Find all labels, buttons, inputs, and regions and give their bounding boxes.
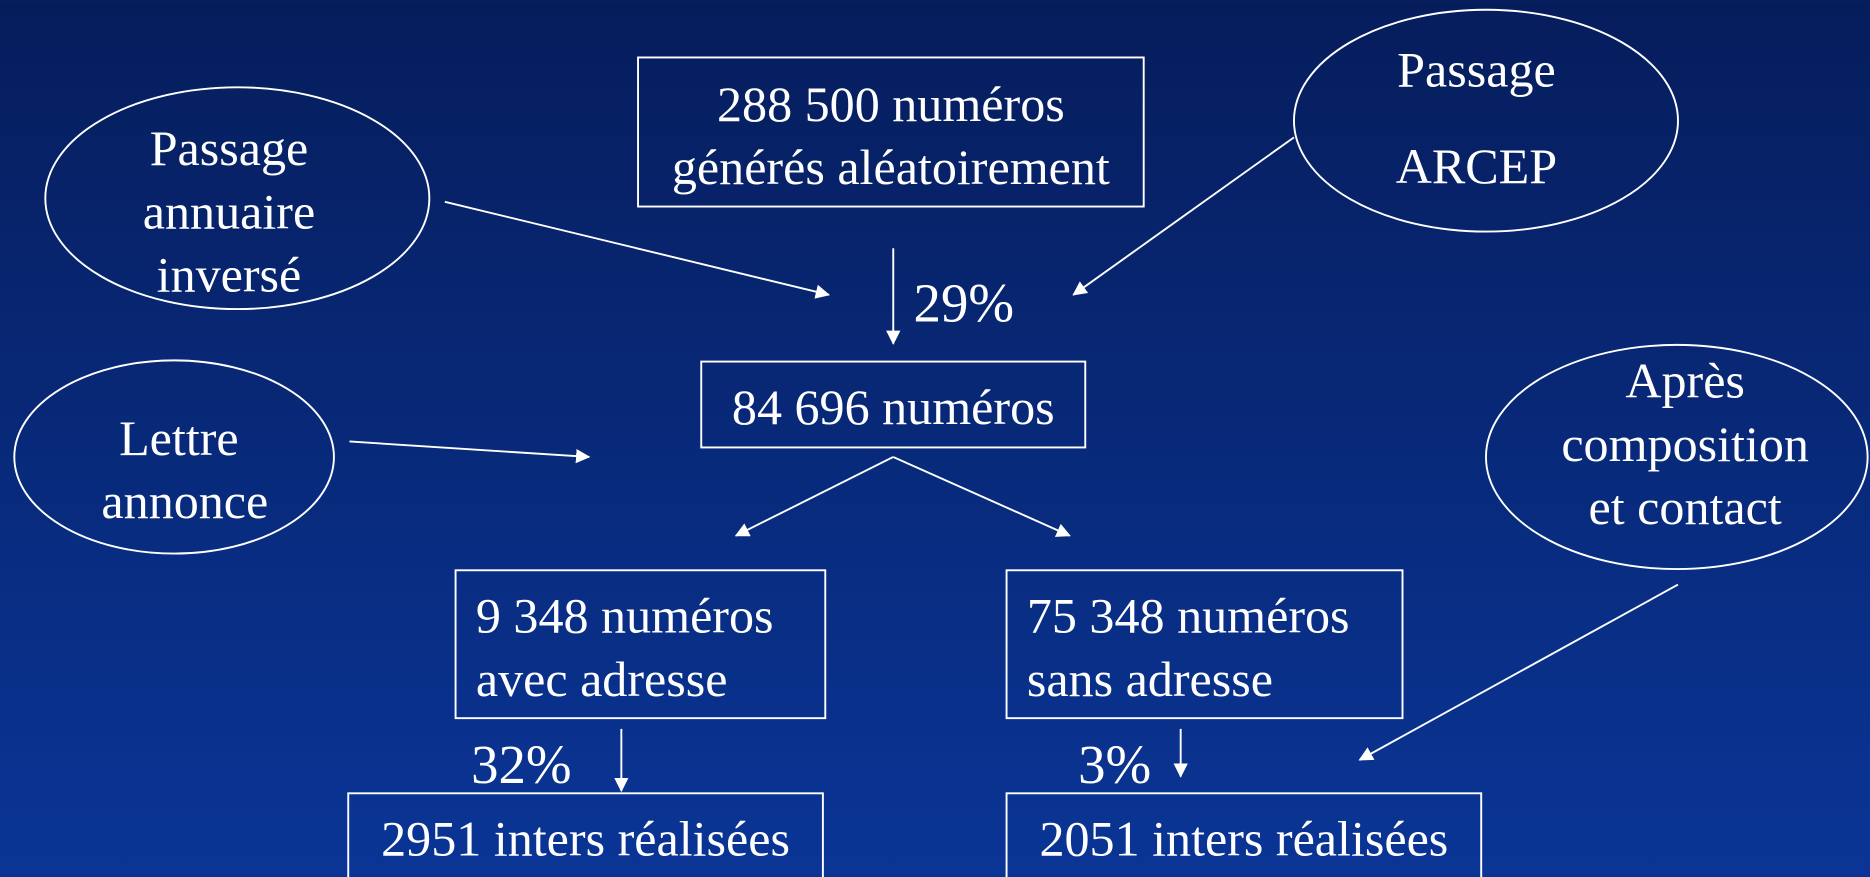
ellipse: [13, 359, 335, 555]
arrow: [349, 440, 591, 464]
box-text: 2051 inters réalisées: [1039, 811, 1448, 867]
box-text: générés aléatoirement: [672, 139, 1110, 195]
arrow: [892, 456, 1071, 537]
ellipse-text: annonce: [101, 473, 268, 529]
ellipse-text: ARCEP: [1396, 138, 1557, 194]
arrow: [444, 200, 831, 299]
rate: 32%: [471, 734, 572, 795]
ellipse-text: Lettre: [119, 410, 239, 466]
arrow: [1358, 583, 1679, 761]
box: [637, 56, 1145, 208]
rate: 29%: [914, 273, 1015, 334]
ellipse-text: et contact: [1589, 479, 1782, 535]
box: [454, 569, 827, 720]
ellipse-text: Passage: [150, 120, 309, 176]
ellipse: [1293, 8, 1679, 233]
box: [1005, 569, 1404, 720]
box-text: avec adresse: [476, 651, 728, 707]
arrow: [1072, 136, 1295, 296]
ellipse-text: Passage: [1397, 41, 1556, 97]
box: [1005, 792, 1483, 877]
box-text: 288 500 numéros: [717, 76, 1065, 132]
ellipse-text: Après: [1625, 353, 1745, 409]
box: [347, 792, 824, 877]
box-text: 75 348 numéros: [1027, 588, 1350, 644]
ellipse-text: inversé: [157, 247, 302, 303]
ellipse-text: annuaire: [143, 183, 315, 239]
ellipse: [44, 86, 431, 311]
rate: 3%: [1078, 734, 1151, 795]
box: [700, 360, 1087, 449]
box-text: 84 696 numéros: [732, 379, 1055, 435]
box-text: sans adresse: [1027, 651, 1273, 707]
arrow: [734, 456, 894, 537]
box-text: 2951 inters réalisées: [381, 811, 790, 867]
ellipse-text: composition: [1561, 416, 1809, 472]
ellipse: [1485, 343, 1869, 571]
box-text: 9 348 numéros: [476, 588, 774, 644]
